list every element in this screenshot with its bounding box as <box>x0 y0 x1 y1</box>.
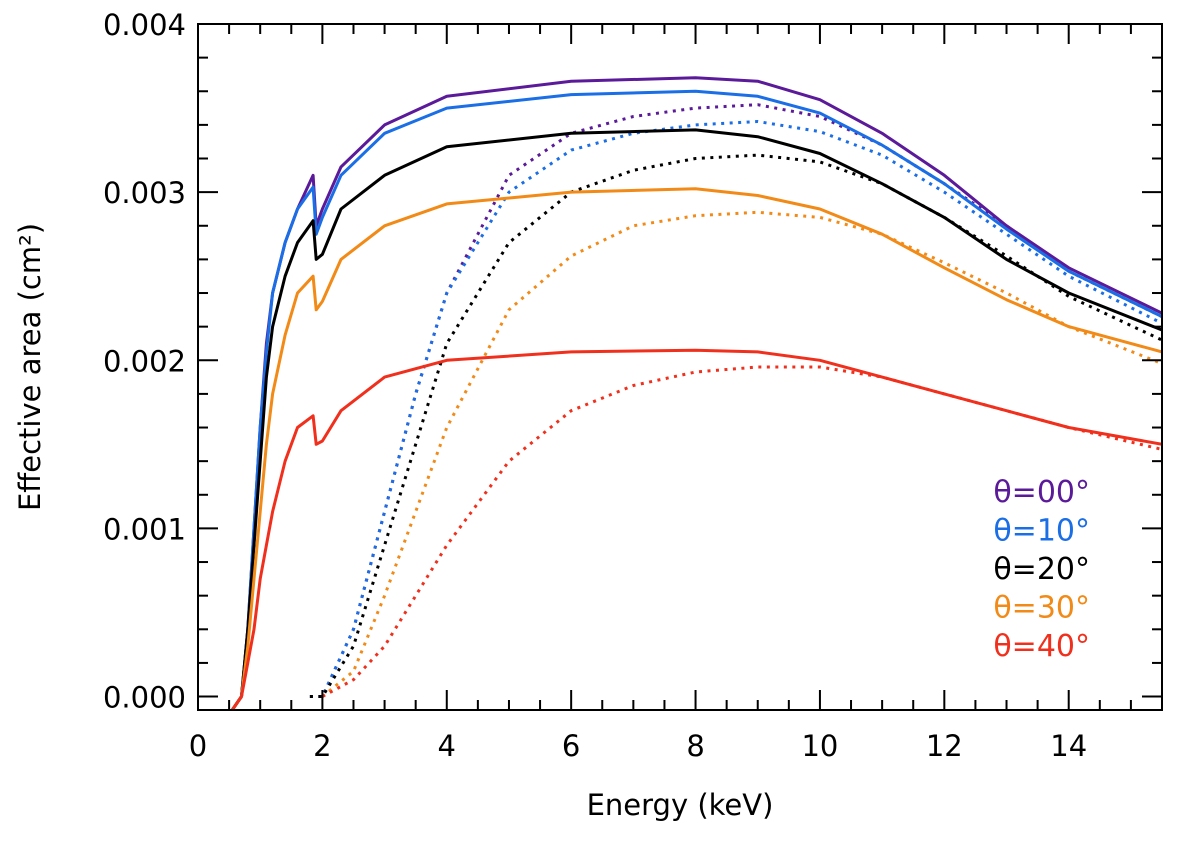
x-tick-label: 12 <box>926 729 963 763</box>
x-tick-label: 2 <box>313 729 331 763</box>
x-tick-label: 6 <box>562 729 580 763</box>
x-axis-title: Energy (keV) <box>587 788 774 822</box>
legend-entry-3: θ=30° <box>993 591 1090 626</box>
y-tick-label: 0.004 <box>103 8 186 42</box>
legend: θ=00° θ=10°θ=20° θ=30°θ=40° <box>993 475 1090 664</box>
series-2-solid-line <box>230 128 1162 710</box>
x-tick-label: 4 <box>438 729 456 763</box>
x-tick-label: 10 <box>801 729 838 763</box>
y-axis-title: Effective area (cm²) <box>13 223 47 511</box>
series-4-solid-line <box>230 348 1162 710</box>
axis-ticks <box>197 23 1163 710</box>
x-tick-label: 0 <box>189 729 207 763</box>
legend-entry-0: θ=00° <box>993 475 1090 510</box>
legend-entry-1: θ=10° <box>993 514 1090 549</box>
plot-frame <box>197 23 1163 711</box>
y-tick-label: 0.001 <box>103 512 186 546</box>
x-tick-label: 8 <box>686 729 704 763</box>
axis-tick-labels: 0 2 4 6 8 10 12 14 0.000 0.001 0.002 0.003 0.004 <box>103 8 1087 763</box>
y-tick-label: 0.003 <box>103 176 186 210</box>
y-tick-label: 0.000 <box>103 681 186 715</box>
legend-entry-2: θ=20° <box>993 552 1090 587</box>
series-1-solid-line <box>230 89 1162 710</box>
y-tick-label: 0.002 <box>103 344 186 378</box>
series-3-solid-line <box>230 187 1162 710</box>
legend-entry-4: θ=40° <box>993 629 1090 664</box>
x-tick-label: 14 <box>1050 729 1087 763</box>
series-lines <box>230 76 1162 710</box>
